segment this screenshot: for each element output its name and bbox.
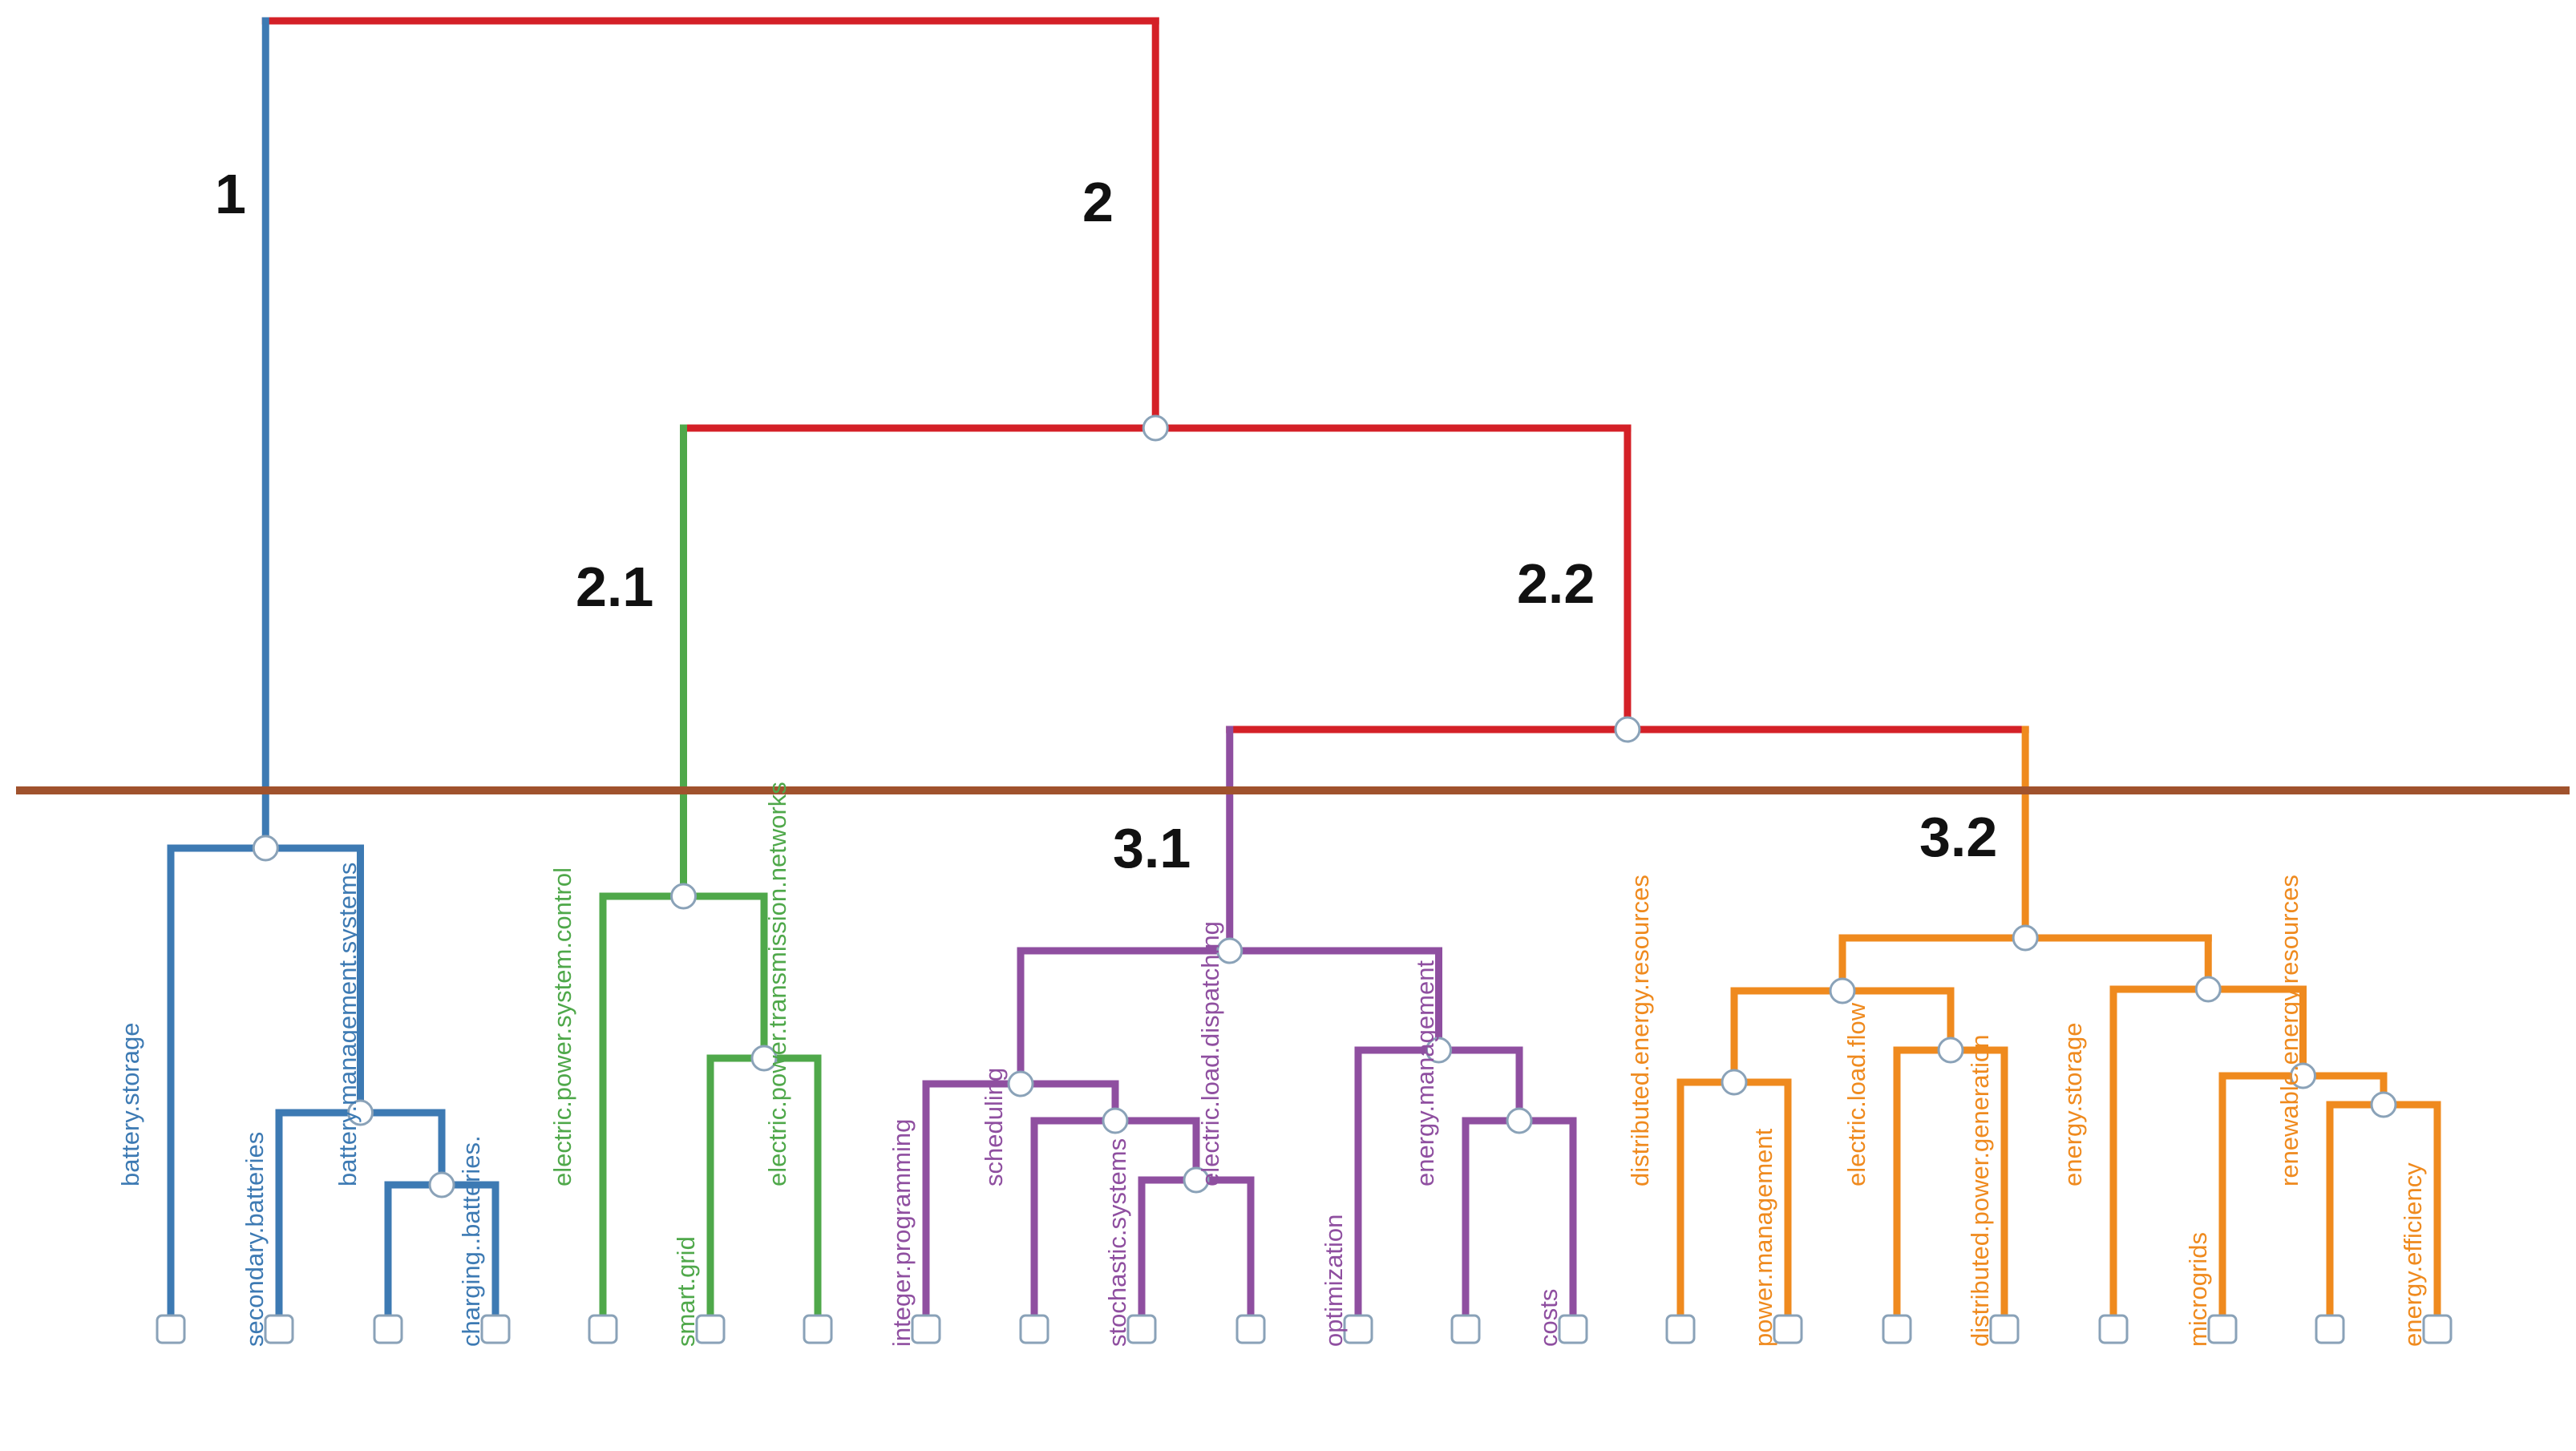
leaf-label-15: power.management: [1749, 1128, 1777, 1347]
internal-node-17: [2012, 924, 2039, 952]
leaf-label-8: scheduling: [980, 1068, 1008, 1186]
leaf-label-13: costs: [1535, 1289, 1563, 1347]
leaf-node-2: [373, 1314, 403, 1344]
leaf-node-3: [480, 1314, 511, 1344]
leaf-label-6: electric.power.transmission.networks: [763, 782, 791, 1186]
leaf-label-21: energy.efficiency: [2399, 1162, 2427, 1347]
internal-node-1: [347, 1099, 374, 1126]
internal-node-8: [1506, 1107, 1533, 1134]
cluster-label-2-1: 2.1: [576, 556, 653, 618]
leaf-label-0: battery.storage: [116, 1023, 144, 1186]
internal-node-7: [1007, 1070, 1034, 1097]
leaf-node-20: [2315, 1314, 2345, 1344]
leaf-labels: battery.storage secondary.batteries batter…: [116, 782, 2427, 1347]
leaf-node-10: [1235, 1314, 1266, 1344]
leaf-label-5: smart.grid: [672, 1236, 700, 1347]
leaf-node-8: [1019, 1314, 1049, 1344]
leaf-node-7: [911, 1314, 941, 1344]
leaf-node-17: [1989, 1314, 2020, 1344]
internal-node-11: [1721, 1069, 1748, 1096]
leaf-label-17: distributed.power.generation: [1966, 1035, 1994, 1347]
leaf-label-2: battery.management.systems: [334, 863, 362, 1186]
leaf-node-14: [1665, 1314, 1696, 1344]
internal-nodes: [252, 414, 2397, 1198]
internal-node-5: [1183, 1166, 1210, 1194]
leaf-label-20: renewable.energy.resources: [2275, 875, 2303, 1186]
cluster-label-1: 1: [215, 163, 246, 225]
dendrogram-links: [167, 17, 2441, 1333]
cluster-label-2-2: 2.2: [1517, 552, 1595, 615]
leaf-label-4: electric.power.system.control: [548, 867, 576, 1186]
leaf-label-1: secondary.batteries: [241, 1132, 269, 1347]
leaf-node-1: [264, 1314, 294, 1344]
leaf-label-12: energy.management: [1411, 960, 1439, 1186]
internal-node-10: [1216, 937, 1244, 964]
cluster-label-2: 2: [1082, 171, 1114, 233]
leaf-node-6: [803, 1314, 833, 1344]
internal-node-14: [2370, 1091, 2397, 1118]
leaf-node-13: [1558, 1314, 1588, 1344]
leaf-node-0: [156, 1314, 186, 1344]
leaf-label-10: electric.load.dispatching: [1196, 921, 1224, 1186]
internal-node-15: [2290, 1062, 2316, 1089]
internal-node-4: [670, 883, 697, 910]
internal-node-0: [428, 1171, 455, 1198]
leaf-nodes: [156, 1314, 2453, 1344]
cluster-label-3-1: 3.1: [1113, 817, 1191, 879]
leaf-node-16: [1882, 1314, 1912, 1344]
leaf-node-9: [1126, 1314, 1157, 1344]
internal-node-12: [1937, 1037, 1964, 1064]
leaf-label-7: integer.programming: [888, 1119, 916, 1347]
leaf-label-19: microgrids: [2184, 1232, 2212, 1347]
internal-node-6: [1102, 1107, 1129, 1134]
internal-node-16: [2194, 976, 2222, 1003]
leaf-label-3: charging..batteries.: [457, 1135, 485, 1347]
leaf-label-11: optimization: [1320, 1215, 1348, 1347]
internal-node-13: [1829, 977, 1856, 1004]
leaf-node-11: [1343, 1314, 1373, 1344]
leaf-node-4: [588, 1314, 618, 1344]
internal-node-2: [252, 835, 279, 862]
leaf-label-9: stochastic.systems: [1103, 1138, 1131, 1347]
leaf-node-19: [2207, 1314, 2238, 1344]
leaf-node-5: [695, 1314, 726, 1344]
internal-node-9: [1425, 1037, 1452, 1064]
leaf-node-15: [1773, 1314, 1803, 1344]
leaf-node-12: [1450, 1314, 1481, 1344]
leaf-label-18: energy.storage: [2059, 1023, 2087, 1187]
leaf-node-18: [2098, 1314, 2129, 1344]
cluster-label-3-2: 3.2: [1919, 806, 1997, 868]
internal-node-19: [1142, 414, 1169, 442]
internal-node-3: [750, 1045, 778, 1072]
internal-node-18: [1614, 716, 1641, 743]
leaf-label-16: electric.load.flow: [1842, 1002, 1870, 1186]
leaf-label-14: distributed.energy.resources: [1626, 875, 1654, 1186]
leaf-node-21: [2422, 1314, 2453, 1344]
